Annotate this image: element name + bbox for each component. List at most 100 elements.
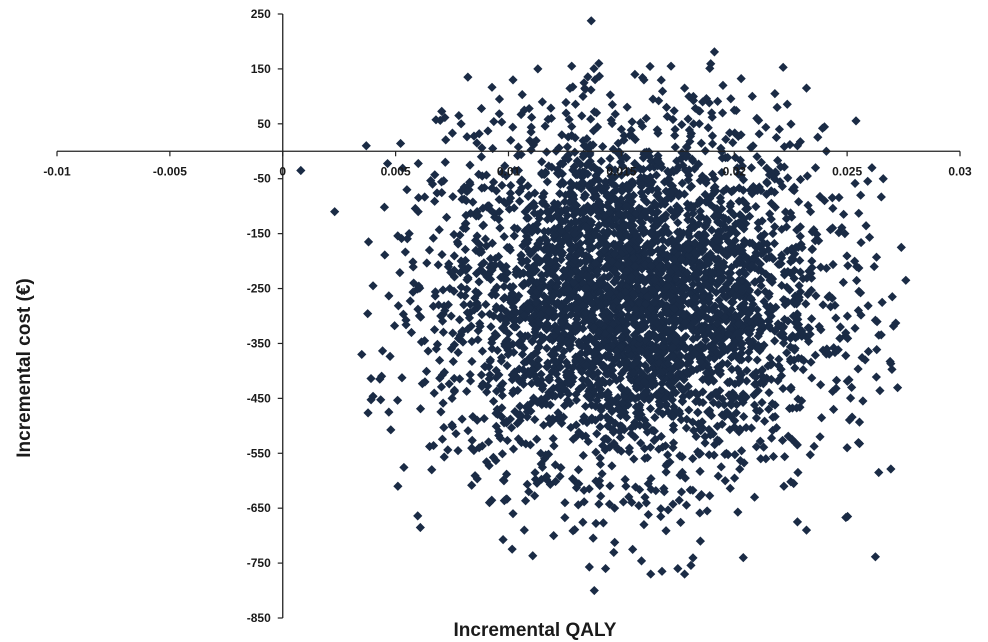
data-point <box>542 269 552 279</box>
data-point <box>508 444 519 454</box>
data-point <box>847 412 857 422</box>
data-point <box>751 372 761 382</box>
data-point <box>651 216 661 226</box>
data-point <box>646 377 657 387</box>
data-point <box>487 82 497 92</box>
data-point <box>843 261 853 271</box>
data-point <box>674 242 684 252</box>
data-point <box>557 418 567 428</box>
data-point <box>558 384 568 395</box>
data-point <box>558 159 568 169</box>
data-point <box>438 398 448 408</box>
data-point <box>578 517 588 527</box>
data-point <box>529 310 539 320</box>
data-point <box>616 332 627 343</box>
data-point <box>549 312 559 322</box>
data-point <box>639 377 649 387</box>
data-point <box>759 296 769 307</box>
data-point <box>705 249 716 259</box>
data-point <box>594 175 604 185</box>
data-point <box>508 509 518 519</box>
data-point <box>793 467 803 478</box>
data-point <box>769 238 779 249</box>
data-point <box>691 297 701 307</box>
data-point <box>670 130 680 141</box>
data-point <box>590 258 601 268</box>
data-point <box>651 170 662 180</box>
data-point <box>519 310 529 320</box>
data-point <box>748 141 758 151</box>
data-point <box>408 262 418 272</box>
data-point <box>786 384 796 394</box>
data-point <box>585 380 595 390</box>
data-point <box>412 284 423 294</box>
data-point <box>730 282 740 292</box>
data-point <box>706 59 716 69</box>
data-point <box>725 323 735 334</box>
data-point <box>604 499 615 509</box>
data-point <box>628 319 638 329</box>
data-point <box>550 476 561 487</box>
data-point <box>694 492 705 502</box>
data-point <box>477 309 487 320</box>
data-point <box>645 162 655 173</box>
data-point <box>494 214 504 225</box>
y-tick-label: 150 <box>251 62 271 76</box>
data-point <box>677 119 687 130</box>
data-point <box>695 206 705 216</box>
data-point <box>651 365 661 376</box>
data-point <box>706 315 716 325</box>
data-point <box>768 254 778 264</box>
data-point <box>692 390 703 400</box>
data-point <box>567 291 577 302</box>
data-point <box>774 354 784 364</box>
data-point <box>445 283 455 294</box>
data-point <box>781 222 792 232</box>
data-point <box>696 138 706 148</box>
data-point <box>634 501 644 511</box>
data-point <box>757 365 767 375</box>
data-point <box>768 451 779 462</box>
data-point <box>678 370 688 380</box>
data-point <box>630 261 640 271</box>
data-point <box>635 485 645 495</box>
data-point <box>736 130 746 140</box>
data-point <box>541 399 552 409</box>
data-point <box>664 173 674 184</box>
data-point <box>778 62 788 72</box>
data-point <box>549 224 559 234</box>
data-point <box>525 314 535 324</box>
data-point <box>589 282 599 292</box>
data-point <box>656 310 666 320</box>
data-point <box>392 395 403 405</box>
data-point <box>458 223 468 233</box>
data-point <box>639 285 649 296</box>
data-point <box>756 454 766 464</box>
data-point <box>650 412 660 423</box>
data-point <box>803 289 813 299</box>
data-point <box>554 235 564 245</box>
data-point <box>683 381 693 392</box>
data-point <box>787 253 797 263</box>
data-point <box>600 364 610 374</box>
data-point <box>588 126 599 136</box>
data-point <box>592 356 602 366</box>
data-point <box>777 280 787 291</box>
data-point <box>561 108 571 118</box>
data-point <box>536 208 546 218</box>
data-point <box>629 314 639 324</box>
data-point <box>514 187 524 197</box>
data-point <box>510 165 520 176</box>
data-point <box>710 439 720 450</box>
data-point <box>739 239 749 249</box>
data-point <box>539 226 549 237</box>
data-point <box>790 363 800 373</box>
data-point <box>613 352 623 362</box>
data-point <box>694 396 704 406</box>
data-point <box>497 180 507 190</box>
data-point <box>465 376 476 386</box>
data-point <box>436 382 447 392</box>
data-point <box>686 343 696 353</box>
data-point <box>662 227 673 238</box>
data-point <box>571 432 581 442</box>
